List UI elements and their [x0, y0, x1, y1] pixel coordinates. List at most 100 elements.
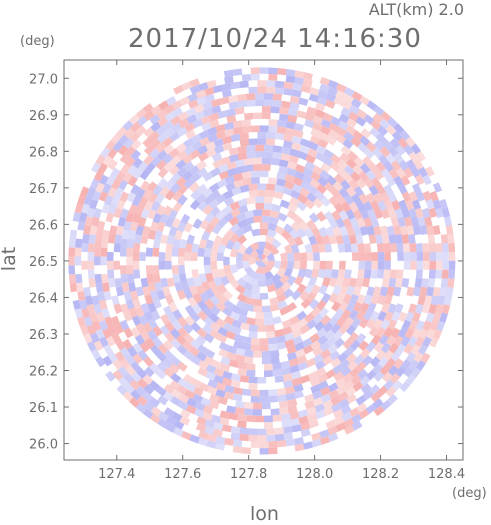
radar-cell — [276, 171, 287, 181]
radar-cell — [248, 428, 258, 436]
radar-cell — [150, 105, 162, 116]
radar-cell — [338, 323, 349, 335]
radar-cell — [405, 351, 416, 363]
radar-cell — [268, 73, 278, 81]
radar-cell — [148, 380, 160, 391]
radar-cell — [304, 268, 313, 279]
radar-cell — [226, 405, 237, 414]
radar-cell — [216, 252, 224, 261]
radar-cell — [339, 358, 351, 370]
radar-cell — [232, 126, 243, 135]
radar-cell — [385, 386, 397, 398]
radar-cell — [422, 174, 432, 186]
radar-cell — [123, 138, 135, 149]
radar-cell — [204, 419, 215, 429]
radar-cell — [233, 172, 244, 182]
radar-cell — [211, 243, 220, 254]
radar-cell — [266, 260, 275, 270]
radar-cell — [79, 299, 88, 310]
radar-cell — [126, 256, 133, 266]
radar-cell — [126, 191, 137, 203]
radar-cell — [120, 347, 131, 359]
radar-cell — [107, 269, 115, 279]
radar-cell — [334, 173, 345, 185]
radar-cell — [146, 273, 155, 284]
radar-cell — [195, 335, 207, 346]
radar-cell — [415, 360, 426, 371]
radar-cell — [319, 341, 331, 352]
radar-cell — [346, 117, 358, 129]
radar-cell — [101, 307, 111, 319]
radar-cell — [250, 125, 260, 133]
radar-cell — [373, 139, 385, 151]
radar-cell — [259, 222, 269, 230]
radar-cell — [171, 247, 179, 257]
radar-cell — [264, 93, 274, 100]
radar-cell — [390, 216, 400, 227]
radar-cell — [353, 186, 365, 197]
radar-cell — [142, 408, 154, 419]
radar-cell — [410, 260, 417, 270]
radar-cell — [398, 199, 408, 211]
radar-cell — [104, 195, 114, 206]
radar-cell — [88, 278, 97, 288]
radar-cell — [289, 95, 300, 104]
radar-cell — [293, 122, 304, 132]
radar-cell — [74, 203, 84, 214]
radar-cell — [292, 176, 304, 187]
radar-cell — [349, 367, 361, 378]
radar-cell — [312, 165, 323, 176]
radar-cell — [322, 355, 334, 366]
radar-cell — [177, 326, 189, 338]
radar-cell — [113, 303, 123, 314]
radar-cell — [414, 303, 424, 314]
radar-cell — [359, 375, 371, 387]
radar-cell — [226, 351, 237, 361]
radar-cell — [261, 254, 267, 261]
radar-cell — [118, 134, 129, 146]
radar-cell — [197, 167, 208, 178]
radar-cell — [276, 119, 287, 128]
radar-cell — [379, 146, 391, 158]
radar-cell — [259, 125, 269, 132]
radar-cell — [190, 378, 202, 389]
radar-cell — [220, 156, 231, 166]
radar-cell — [263, 265, 272, 274]
radar-cell — [204, 212, 215, 223]
radar-cell — [430, 295, 439, 306]
radar-cell — [350, 243, 359, 253]
radar-cell — [359, 135, 371, 147]
radar-cell — [170, 355, 181, 367]
radar-cell — [115, 225, 124, 236]
radar-cell — [268, 125, 278, 133]
radar-cell — [75, 238, 83, 248]
radar-cell — [317, 373, 329, 384]
radar-cell — [233, 179, 244, 189]
radar-cell — [222, 135, 233, 145]
radar-cell — [106, 251, 114, 261]
radar-cell — [271, 273, 282, 284]
radar-cell — [231, 319, 242, 329]
radar-cell — [347, 360, 359, 372]
radar-cell — [348, 179, 359, 190]
radar-cell — [281, 281, 292, 292]
y-tick-label: 26.9 — [29, 109, 58, 124]
radar-cell — [340, 145, 352, 156]
radar-cell — [257, 280, 267, 287]
radar-cell — [300, 84, 311, 94]
radar-cell — [84, 216, 93, 227]
radar-cell — [202, 411, 213, 421]
radar-cell — [224, 76, 234, 84]
radar-cell — [257, 80, 267, 87]
radar-cell — [293, 214, 304, 226]
radar-cell — [410, 216, 420, 227]
radar-cell — [220, 363, 231, 373]
radar-cell — [105, 139, 116, 151]
radar-cell — [377, 385, 388, 397]
radar-cell — [274, 225, 285, 235]
radar-cell — [125, 365, 136, 376]
radar-cell — [327, 79, 339, 90]
radar-cell — [83, 286, 92, 297]
radar-cell — [177, 377, 189, 388]
radar-cell — [218, 348, 229, 358]
